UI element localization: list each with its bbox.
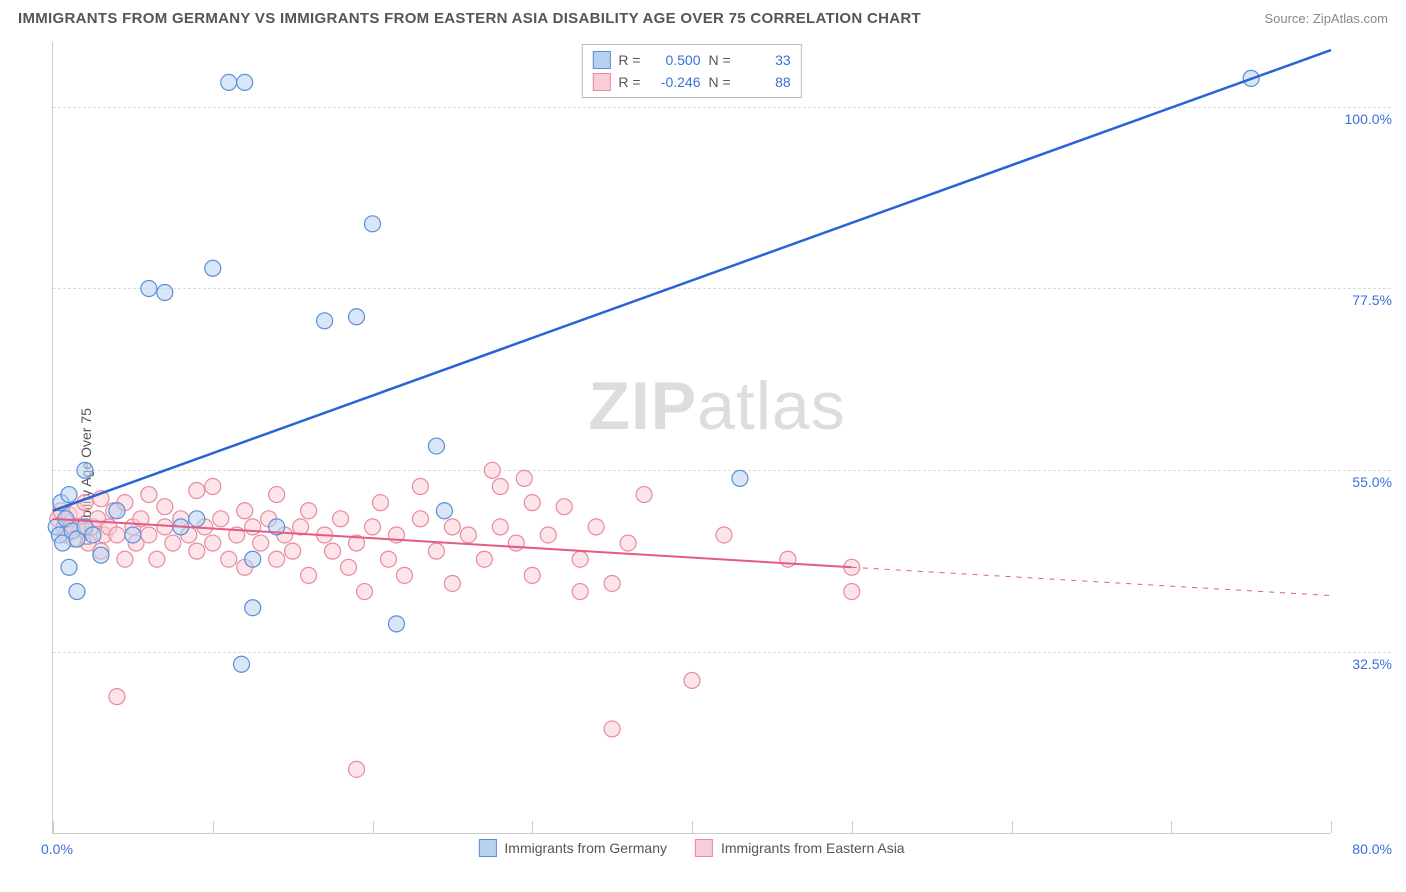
n-value-pink: 88 xyxy=(739,74,791,90)
title-bar: IMMIGRANTS FROM GERMANY VS IMMIGRANTS FR… xyxy=(18,10,1388,27)
y-tick-label: 77.5% xyxy=(1352,292,1392,308)
r-label: R = xyxy=(618,74,640,90)
y-tick-label: 32.5% xyxy=(1352,656,1392,672)
legend-row-pink: R = -0.246 N = 88 xyxy=(592,71,790,93)
x-tick-max: 80.0% xyxy=(1352,841,1392,857)
swatch-blue xyxy=(478,839,496,857)
legend-top: R = 0.500 N = 33 R = -0.246 N = 88 xyxy=(581,44,801,98)
swatch-pink xyxy=(695,839,713,857)
chart-title: IMMIGRANTS FROM GERMANY VS IMMIGRANTS FR… xyxy=(18,10,921,27)
scatter-svg xyxy=(53,42,1331,834)
r-label: R = xyxy=(618,52,640,68)
r-value-blue: 0.500 xyxy=(649,52,701,68)
swatch-blue xyxy=(592,51,610,69)
plot-area: Disability Age Over 75 32.5%55.0%77.5%10… xyxy=(52,42,1330,834)
r-value-pink: -0.246 xyxy=(649,74,701,90)
legend-bottom: Immigrants from Germany Immigrants from … xyxy=(478,839,904,857)
legend-item-pink: Immigrants from Eastern Asia xyxy=(695,839,905,857)
n-label: N = xyxy=(709,52,731,68)
source-label: Source: ZipAtlas.com xyxy=(1264,11,1388,26)
x-tick-min: 0.0% xyxy=(41,841,73,857)
legend-blue-label: Immigrants from Germany xyxy=(504,840,667,856)
legend-pink-label: Immigrants from Eastern Asia xyxy=(721,840,905,856)
y-tick-label: 100.0% xyxy=(1345,111,1392,127)
legend-row-blue: R = 0.500 N = 33 xyxy=(592,49,790,71)
n-value-blue: 33 xyxy=(739,52,791,68)
y-tick-label: 55.0% xyxy=(1352,474,1392,490)
n-label: N = xyxy=(709,74,731,90)
swatch-pink xyxy=(592,73,610,91)
legend-item-blue: Immigrants from Germany xyxy=(478,839,667,857)
